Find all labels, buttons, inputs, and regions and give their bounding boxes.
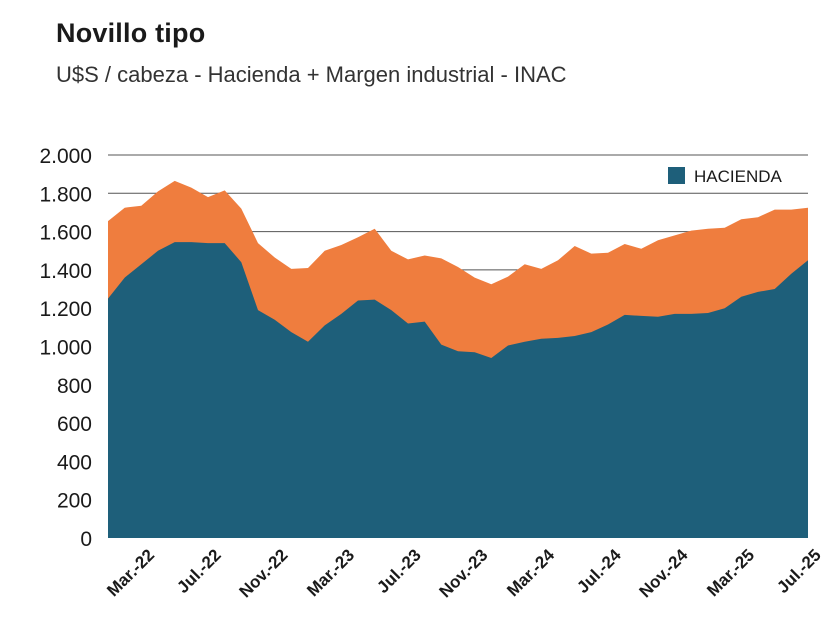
y-tick-label: 1.600 bbox=[39, 222, 92, 245]
x-tick-label: Jul.-23 bbox=[373, 545, 425, 597]
y-tick-label: 1.800 bbox=[39, 183, 92, 206]
y-tick-label: 0 bbox=[80, 528, 92, 551]
area-hacienda bbox=[108, 242, 808, 538]
x-tick-label: Jul.-22 bbox=[173, 545, 225, 597]
y-tick-label: 2.000 bbox=[39, 145, 92, 168]
legend-swatch-hacienda bbox=[668, 167, 685, 184]
chart-title: Novillo tipo bbox=[56, 18, 206, 48]
y-tick-label: 1.000 bbox=[39, 337, 92, 360]
legend: HACIENDA bbox=[668, 167, 783, 186]
y-axis-ticks: 0 200 400 600 800 1.000 1.200 1.400 1.600 1.800 2.… bbox=[39, 145, 92, 551]
y-tick-label: 200 bbox=[57, 490, 92, 513]
y-tick-label: 1.400 bbox=[39, 260, 92, 283]
x-tick-label: Mar.-23 bbox=[303, 545, 358, 600]
x-tick-label: Mar.-24 bbox=[503, 545, 558, 600]
x-tick-label: Jul.-24 bbox=[573, 545, 625, 597]
y-tick-label: 600 bbox=[57, 413, 92, 436]
x-tick-label: Mar.-25 bbox=[703, 545, 758, 600]
x-tick-label: Mar.-22 bbox=[103, 545, 158, 600]
x-tick-label: Nov.-22 bbox=[236, 545, 292, 601]
x-tick-label: Nov.-24 bbox=[636, 545, 692, 601]
y-tick-label: 1.200 bbox=[39, 298, 92, 321]
y-tick-label: 400 bbox=[57, 451, 92, 474]
legend-label-hacienda: HACIENDA bbox=[694, 167, 783, 186]
y-tick-label: 800 bbox=[57, 375, 92, 398]
x-tick-label: Nov.-23 bbox=[436, 545, 492, 601]
chart-subtitle: U$S / cabeza - Hacienda + Margen industr… bbox=[56, 62, 567, 87]
x-axis-ticks: Mar.-22 Jul.-22 Nov.-22 Mar.-23 Jul.-23 Nov.-… bbox=[103, 545, 825, 601]
x-tick-label: Jul.-25 bbox=[773, 545, 825, 597]
